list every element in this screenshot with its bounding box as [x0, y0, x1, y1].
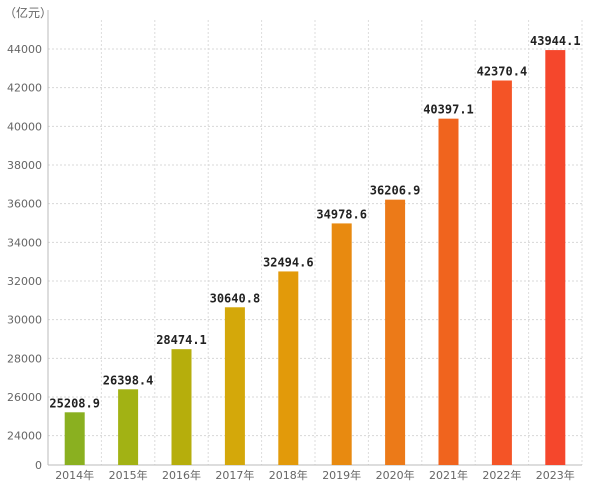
- value-label: 28474.1: [156, 333, 207, 347]
- x-tick-label: 2015年: [109, 468, 148, 482]
- y-tick-label: 36000: [7, 198, 42, 211]
- y-tick-label: 38000: [7, 159, 42, 172]
- y-tick-label: 28000: [7, 352, 42, 365]
- value-label: 32494.6: [263, 255, 314, 269]
- value-label: 30640.8: [210, 291, 261, 305]
- bar-2017年: [224, 307, 245, 465]
- x-tick-label: 2023年: [536, 468, 575, 482]
- value-label: 26398.4: [103, 373, 154, 387]
- value-label: 40397.1: [423, 103, 474, 117]
- y-tick-label: 40000: [7, 120, 42, 133]
- value-label: 25208.9: [49, 396, 100, 410]
- y-tick-label: 42000: [7, 82, 42, 95]
- y-tick-label: 0: [35, 459, 42, 472]
- bar-2015年: [118, 389, 139, 465]
- y-axis-unit-label: （亿元）: [4, 6, 53, 20]
- bar-2019年: [331, 223, 352, 465]
- bar-2021年: [438, 118, 459, 465]
- x-tick-label: 2017年: [215, 468, 254, 482]
- y-tick-label: 44000: [7, 43, 42, 56]
- bar-2023年: [545, 50, 566, 465]
- x-tick-label: 2020年: [376, 468, 415, 482]
- y-tick-label: 32000: [7, 275, 42, 288]
- y-tick-label: 34000: [7, 236, 42, 249]
- value-label: 43944.1: [530, 34, 581, 48]
- x-tick-label: 2021年: [429, 468, 468, 482]
- value-label: 34978.6: [316, 207, 367, 221]
- x-tick-label: 2019年: [322, 468, 361, 482]
- bar-2020年: [385, 199, 406, 465]
- bar-2016年: [171, 349, 192, 465]
- x-tick-label: 2018年: [269, 468, 308, 482]
- y-tick-label: 24000: [7, 430, 42, 443]
- bar-2014年: [64, 412, 85, 465]
- bar-2018年: [278, 271, 299, 465]
- x-tick-label: 2016年: [162, 468, 201, 482]
- value-label: 42370.4: [477, 65, 528, 79]
- x-tick-label: 2014年: [55, 468, 94, 482]
- bar-2022年: [491, 80, 512, 465]
- x-tick-label: 2022年: [482, 468, 521, 482]
- value-label: 36206.9: [370, 184, 421, 198]
- y-tick-label: 26000: [7, 391, 42, 404]
- y-tick-label: 30000: [7, 314, 42, 327]
